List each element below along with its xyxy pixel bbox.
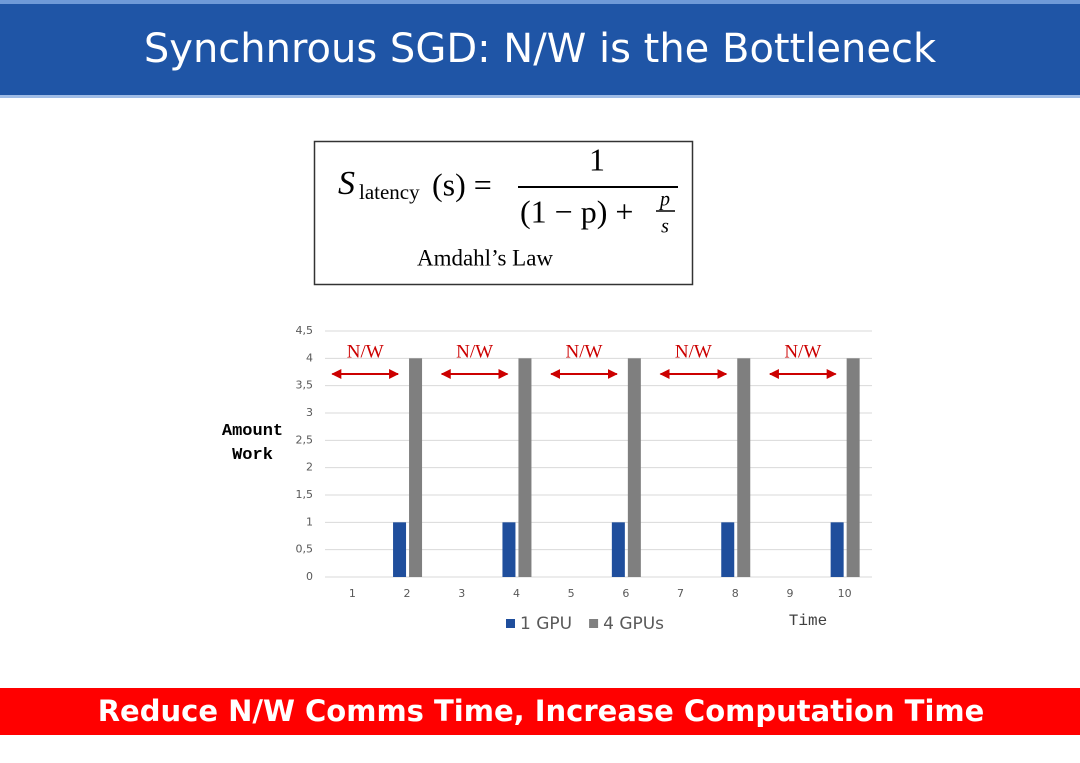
x-tick-label: 4 bbox=[513, 587, 520, 600]
legend-label: 4 GPUs bbox=[603, 614, 664, 634]
y-tick-label: 3,5 bbox=[296, 379, 314, 392]
formula-numerator: 1 bbox=[589, 141, 605, 177]
x-tick-label: 8 bbox=[732, 587, 739, 600]
legend-swatch bbox=[506, 619, 515, 628]
y-tick-label: 1,5 bbox=[296, 488, 314, 501]
title-bar bbox=[0, 0, 1080, 97]
formula-caption: Amdahl’s Law bbox=[417, 245, 553, 270]
annotation: N/W bbox=[566, 341, 603, 362]
y-tick-label: 0,5 bbox=[296, 543, 314, 556]
x-tick-label: 3 bbox=[458, 587, 465, 600]
formula-argument: (s) = bbox=[432, 166, 492, 202]
bar bbox=[737, 358, 751, 577]
bar bbox=[409, 358, 423, 577]
legend-swatch bbox=[589, 619, 599, 628]
chart: 0 0,5 1 1,5 2 2,5 3 3,5 4 4,5 1 2 3 4 5 6 7 8 9 10 N/W N/W N/W… bbox=[296, 324, 872, 634]
y-tick-label: 4,5 bbox=[296, 324, 314, 337]
slide-title: Synchnrous SGD: N/W is the Bottleneck bbox=[144, 26, 937, 72]
bar bbox=[518, 358, 532, 577]
bar bbox=[393, 522, 407, 577]
x-tick-label: 7 bbox=[677, 587, 684, 600]
x-tick-label: 9 bbox=[786, 587, 793, 600]
bar bbox=[846, 358, 860, 577]
y-tick-label: 2,5 bbox=[296, 433, 314, 446]
formula-inner-numerator: p bbox=[658, 189, 670, 211]
y-axis-label: Amount Work bbox=[221, 422, 284, 465]
y-tick-label: 4 bbox=[306, 351, 313, 364]
annotation: N/W bbox=[347, 341, 384, 362]
formula-subscript: latency bbox=[359, 180, 420, 204]
x-tick-label: 10 bbox=[838, 587, 852, 600]
annotation: N/W bbox=[456, 341, 493, 362]
bar bbox=[721, 522, 735, 577]
footer-text: Reduce N/W Comms Time, Increase Computat… bbox=[98, 694, 985, 728]
y-tick-label: 3 bbox=[306, 406, 313, 419]
footer-bar bbox=[0, 688, 1080, 735]
formula-box bbox=[313, 140, 694, 286]
bar bbox=[627, 358, 641, 577]
x-tick-label: 5 bbox=[568, 587, 575, 600]
formula-inner-denominator: s bbox=[661, 216, 669, 238]
x-tick-label: 1 bbox=[349, 587, 356, 600]
title-bar-edge bbox=[0, 0, 1080, 4]
title-bar-edge bbox=[0, 95, 1080, 98]
y-label-box: Amount Work bbox=[221, 422, 284, 465]
bar bbox=[502, 522, 516, 577]
x-tick-label: 2 bbox=[404, 587, 411, 600]
legend-label: 1 GPU bbox=[520, 614, 572, 634]
y-tick-label: 0 bbox=[306, 570, 313, 583]
annotation: N/W bbox=[784, 341, 821, 362]
bar bbox=[830, 522, 844, 577]
annotation: N/W bbox=[675, 341, 712, 362]
formula-denominator: (1 − p) + bbox=[520, 193, 633, 229]
x-axis-label: Time bbox=[789, 612, 827, 630]
formula-symbol: S bbox=[338, 165, 355, 202]
y-tick-label: 2 bbox=[306, 461, 313, 474]
x-tick-label: 6 bbox=[622, 587, 629, 600]
y-tick-label: 1 bbox=[306, 515, 313, 528]
bar bbox=[611, 522, 625, 577]
